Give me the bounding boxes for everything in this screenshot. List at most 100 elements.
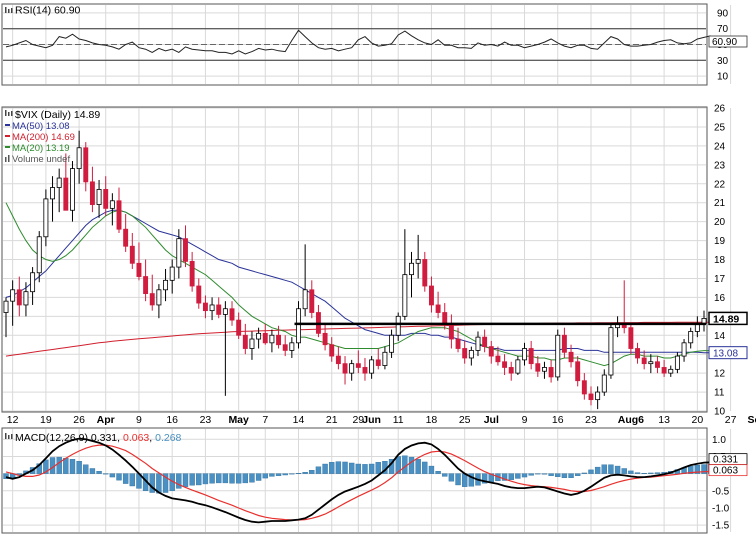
ma20-legend-label: MA(20) 13.19 xyxy=(12,143,70,154)
macd-histogram-bar xyxy=(96,471,102,474)
candle-body xyxy=(581,380,587,395)
rsi-last-label: 60.90 xyxy=(712,37,737,48)
candle-body xyxy=(30,272,36,293)
rsi-line xyxy=(5,29,711,55)
candle-body xyxy=(163,279,169,291)
rsi-y-tick: 90 xyxy=(717,8,729,19)
candle-body xyxy=(296,308,301,344)
x-axis-tick-label: Sep xyxy=(748,414,756,426)
macd-histogram-bar xyxy=(329,462,335,474)
price-y-tick: 22 xyxy=(714,179,726,190)
candle-body xyxy=(661,367,667,374)
candle-body xyxy=(515,359,521,374)
candle-body xyxy=(209,304,215,312)
price-y-tick: 14 xyxy=(714,331,726,342)
ma50-last-label: 13.08 xyxy=(713,349,738,360)
macd-histogram-bar xyxy=(508,473,514,481)
candle-body xyxy=(10,289,16,302)
macd-histogram-bar xyxy=(342,461,348,474)
macd-histogram-bar xyxy=(355,463,362,474)
ma20-swatch xyxy=(5,146,10,148)
macd-label-prefix: MACD(12,26,9) xyxy=(15,432,88,444)
candle-body xyxy=(448,323,454,340)
price-frame xyxy=(1,106,708,413)
macd-histogram-bar xyxy=(109,473,116,478)
price-y-tick: 18 xyxy=(714,255,726,266)
macd-y-tick: 1.0 xyxy=(712,435,726,446)
rsi-last-value-badge: 60.90 xyxy=(708,35,748,48)
macd-histogram-bar xyxy=(521,473,528,478)
candle-body xyxy=(588,393,594,401)
candle-body xyxy=(276,334,282,346)
candle-body xyxy=(435,304,441,313)
price-y-tick: 21 xyxy=(714,198,726,209)
macd-histogram-bar xyxy=(375,462,381,474)
macd-histogram-bar xyxy=(415,459,421,474)
price-y-tick: 12 xyxy=(714,369,726,380)
macd-histogram-bar xyxy=(295,473,302,474)
x-axis-tick-label: 7 xyxy=(262,414,268,426)
macd-histogram-bar xyxy=(594,466,601,474)
ma200-swatch xyxy=(5,135,10,137)
candle-body xyxy=(269,334,275,344)
x-axis-tick-label: 9 xyxy=(522,414,528,426)
macd-histogram-bar xyxy=(461,473,468,487)
macd-histogram-bar xyxy=(129,473,135,487)
candle-body xyxy=(422,259,428,287)
macd-histogram-bar xyxy=(255,473,262,481)
candle-body xyxy=(129,245,135,264)
macd-y-tick: -0.5 xyxy=(712,486,730,497)
candle-body xyxy=(169,266,175,281)
candle-body xyxy=(56,177,62,188)
macd-histogram-bar xyxy=(448,473,455,482)
candle-body xyxy=(488,346,494,357)
rsi-label: RSI(14) 60.90 xyxy=(15,5,81,17)
macd-histogram-bar xyxy=(229,473,235,484)
candle-body xyxy=(176,238,182,268)
x-axis-tick-label: May xyxy=(228,414,249,426)
macd-histogram-bar xyxy=(628,470,634,474)
candle-body xyxy=(415,259,421,264)
macd-histogram-bar xyxy=(335,461,342,474)
macd-histogram-bar xyxy=(541,473,548,475)
macd-histogram-bar xyxy=(435,471,441,474)
macd-signal-line xyxy=(5,444,711,521)
candle-body xyxy=(282,344,288,351)
macd-histogram-bar xyxy=(242,473,249,484)
candle-body xyxy=(681,342,687,357)
candle-body xyxy=(362,367,368,374)
candle-body xyxy=(262,332,268,344)
price-y-tick: 17 xyxy=(714,274,726,285)
candle-body xyxy=(143,276,149,294)
candle-body xyxy=(635,348,640,359)
candle-body xyxy=(409,262,414,276)
macd-histogram-bar xyxy=(149,473,155,493)
macd-histogram-bar xyxy=(43,459,49,474)
candle-body xyxy=(508,367,514,374)
x-axis-tick-label: 21 xyxy=(326,414,338,426)
x-axis-tick-label: 20 xyxy=(692,414,704,426)
macd-histogram-bar xyxy=(56,456,62,474)
macd-histogram-bar xyxy=(122,473,129,484)
price-y-tick: 24 xyxy=(714,141,726,152)
macd-histogram-bar xyxy=(189,473,195,486)
candle-body xyxy=(555,334,561,378)
ma200-legend-name: MA(200) xyxy=(12,132,48,143)
ma20-legend-name: MA(20) xyxy=(12,143,43,154)
candle-body xyxy=(123,228,129,247)
candle-body xyxy=(242,334,248,349)
volume-legend-label: Volume undef xyxy=(12,154,70,165)
macd-frame xyxy=(1,427,708,534)
macd-histogram-bar xyxy=(455,473,461,486)
candle-body xyxy=(495,355,501,363)
macd-histogram-bar xyxy=(654,472,661,474)
macd-legend: MACD(12,26,9) 0.331, 0.063, 0.268 xyxy=(5,432,182,444)
candle-body xyxy=(528,348,534,365)
x-axis-tick-label: 13 xyxy=(658,414,670,426)
candle-body xyxy=(535,363,541,372)
candle-body xyxy=(96,189,102,205)
macd-histogram-bar xyxy=(515,473,521,479)
macd-histogram-bar xyxy=(235,473,242,484)
candle-body xyxy=(335,355,341,365)
candle-body xyxy=(369,359,375,374)
